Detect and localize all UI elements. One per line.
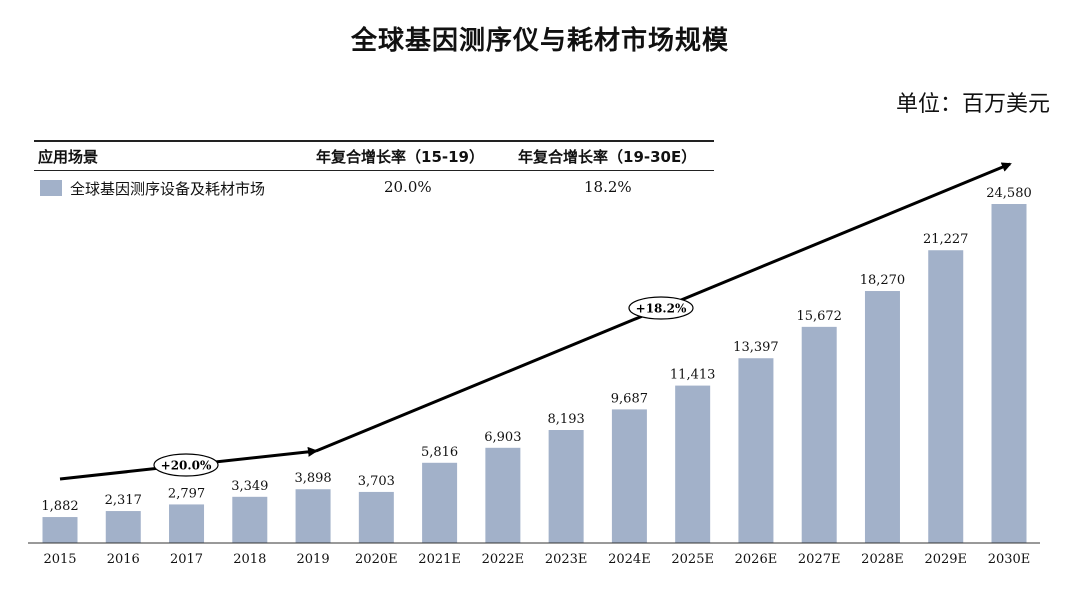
legend-cagr-19-30-value: 18.2%	[584, 178, 632, 196]
x-tick-2025E: 2025E	[671, 552, 714, 567]
cagr-annotation-19-30-oval	[628, 296, 694, 320]
cagr-annotation-15-19: +20.0%	[161, 459, 212, 473]
value-label-2026E: 13,397	[733, 340, 779, 355]
bar-2017	[169, 504, 205, 543]
value-label-2016: 2,317	[105, 493, 142, 508]
bar-2016	[105, 511, 141, 543]
x-tick-2029E: 2029E	[924, 552, 967, 567]
x-tick-2017: 2017	[170, 552, 203, 567]
value-label-2020E: 3,703	[358, 474, 395, 489]
bar-2021E	[422, 462, 458, 543]
legend-series-label: 全球基因测序设备及耗材市场	[70, 180, 266, 198]
value-label-2024E: 9,687	[611, 391, 648, 406]
table-header-scenario: 应用场景	[38, 148, 99, 166]
bar-2018	[232, 496, 268, 543]
value-label-2018: 3,349	[231, 479, 268, 494]
bar-2030E	[991, 204, 1027, 543]
legend-swatch	[40, 180, 62, 196]
x-tick-2018: 2018	[233, 552, 266, 567]
bar-2029E	[928, 250, 964, 543]
table-header-rule	[34, 170, 714, 171]
value-label-2015: 1,882	[41, 499, 78, 514]
bar-2028E	[864, 291, 900, 543]
x-tick-2026E: 2026E	[735, 552, 778, 567]
x-tick-2028E: 2028E	[861, 552, 904, 567]
bar-2027E	[801, 326, 837, 543]
value-label-2028E: 18,270	[860, 273, 906, 288]
value-label-2023E: 8,193	[548, 412, 585, 427]
bar-2023E	[548, 430, 584, 543]
x-tick-2016: 2016	[107, 552, 140, 567]
bar-2019	[295, 489, 331, 543]
cagr-annotation-19-30: +18.2%	[636, 302, 687, 316]
value-label-2021E: 5,816	[421, 445, 458, 460]
table-top-rule	[34, 140, 714, 142]
value-label-2017: 2,797	[168, 486, 205, 501]
x-tick-2022E: 2022E	[482, 552, 525, 567]
value-label-2025E: 11,413	[670, 368, 716, 383]
x-tick-2021E: 2021E	[418, 552, 461, 567]
bar-2015	[42, 517, 78, 543]
bar-2024E	[611, 409, 647, 543]
bar-2026E	[738, 358, 774, 543]
bar-2025E	[675, 385, 711, 543]
x-tick-2019: 2019	[297, 552, 330, 567]
bar-2022E	[485, 447, 521, 543]
bar-2020E	[358, 491, 394, 543]
x-tick-2027E: 2027E	[798, 552, 841, 567]
x-tick-2024E: 2024E	[608, 552, 651, 567]
table-header-cagr-19-30: 年复合增长率（19-30E）	[518, 148, 697, 166]
table-header-cagr-15-19: 年复合增长率（15-19）	[316, 148, 484, 166]
x-tick-2030E: 2030E	[988, 552, 1031, 567]
unit-label: 单位：百万美元	[895, 92, 1050, 117]
value-label-2030E: 24,580	[986, 186, 1032, 201]
x-tick-2023E: 2023E	[545, 552, 588, 567]
legend-cagr-15-19-value: 20.0%	[384, 178, 432, 196]
value-label-2029E: 21,227	[923, 232, 969, 247]
cagr-annotation-15-19-oval	[153, 453, 219, 477]
value-label-2027E: 15,672	[796, 309, 842, 324]
value-label-2022E: 6,903	[484, 430, 521, 445]
value-label-2019: 3,898	[294, 471, 331, 486]
x-tick-2015: 2015	[43, 552, 76, 567]
chart-title: 全球基因测序仪与耗材市场规模	[350, 26, 729, 56]
x-tick-2020E: 2020E	[355, 552, 398, 567]
